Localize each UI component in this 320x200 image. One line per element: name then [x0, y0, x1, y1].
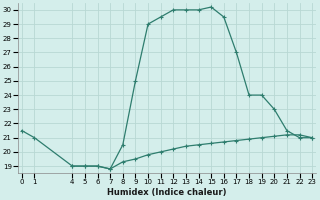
X-axis label: Humidex (Indice chaleur): Humidex (Indice chaleur) [107, 188, 227, 197]
